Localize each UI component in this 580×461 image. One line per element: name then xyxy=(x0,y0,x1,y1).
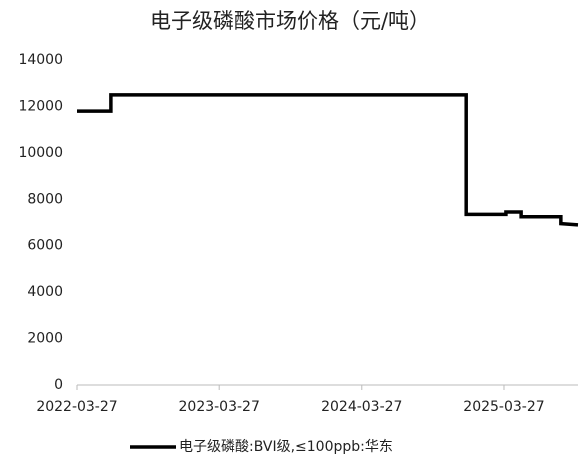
x-tick-label: 2023-03-27 xyxy=(179,399,260,415)
legend-label: 电子级磷酸:BVI级,≤100ppb:华东 xyxy=(179,439,393,455)
line xyxy=(77,93,579,227)
y-tick-label: 6000 xyxy=(27,238,63,254)
y-tick-label: 4000 xyxy=(27,284,63,300)
x-tick-label: 2024-03-27 xyxy=(321,399,402,415)
chart-title: 电子级磷酸市场价格（元/吨） xyxy=(150,9,430,33)
y-tick-label: 8000 xyxy=(27,191,63,207)
x-tick-label: 2022-03-27 xyxy=(36,399,117,415)
y-tick-label: 10000 xyxy=(18,145,63,161)
x-tick-label: 2025-03-27 xyxy=(463,399,544,415)
y-tick-label: 2000 xyxy=(27,331,63,347)
y-tick-label: 0 xyxy=(54,377,63,393)
y-tick-label: 12000 xyxy=(18,98,63,114)
y-tick-label: 14000 xyxy=(18,52,63,68)
